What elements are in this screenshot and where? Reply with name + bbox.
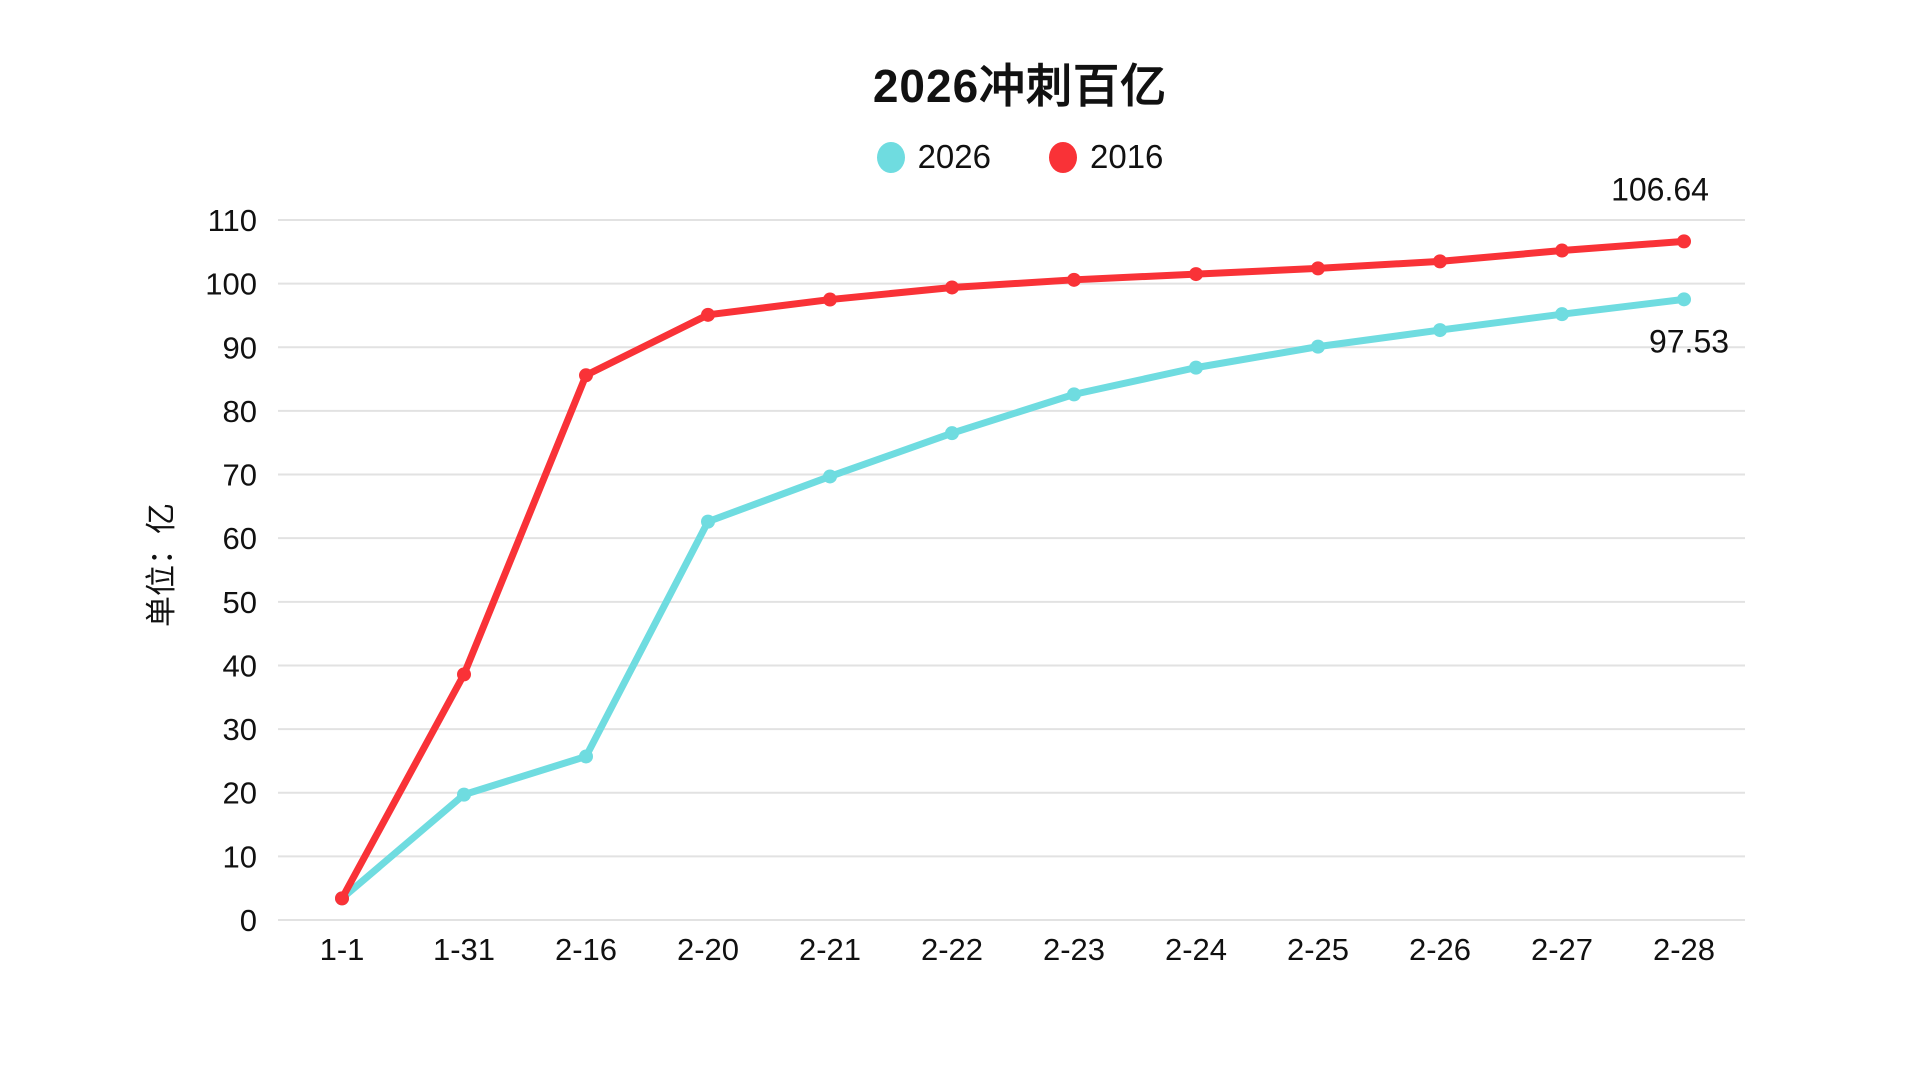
x-tick-label: 2-16: [555, 932, 617, 967]
data-point-2026[interactable]: [701, 514, 715, 529]
x-tick-label: 2-26: [1409, 932, 1471, 967]
data-point-2026[interactable]: [1433, 323, 1447, 338]
y-axis-title: 单位：亿: [144, 503, 179, 627]
y-tick-label: 90: [223, 330, 257, 365]
y-tick-label: 70: [223, 458, 257, 493]
data-point-2016[interactable]: [1189, 267, 1203, 282]
data-point-2026[interactable]: [1555, 307, 1569, 322]
data-point-2026[interactable]: [1677, 292, 1691, 307]
y-tick-label: 60: [223, 521, 257, 556]
y-tick-label: 30: [223, 712, 257, 747]
y-tick-label: 80: [223, 394, 257, 429]
series-line-2016: [338, 237, 1688, 902]
legend-item-2026[interactable]: 2026: [876, 138, 991, 176]
x-tick-label: 1-31: [433, 932, 495, 967]
data-point-2026[interactable]: [945, 426, 959, 441]
y-tick-label: 110: [208, 203, 257, 238]
data-point-2016[interactable]: [579, 368, 593, 383]
data-point-2016[interactable]: [945, 280, 959, 295]
data-point-2026[interactable]: [1067, 387, 1081, 402]
x-tick-label: 2-25: [1287, 932, 1349, 967]
y-tick-label: 50: [223, 585, 257, 620]
data-point-2026[interactable]: [1311, 339, 1325, 354]
data-point-2016[interactable]: [1555, 243, 1569, 258]
y-tick-label: 100: [205, 267, 257, 302]
data-point-2016[interactable]: [1677, 234, 1691, 249]
series-line-2026: [338, 295, 1688, 902]
data-point-2026[interactable]: [823, 469, 837, 484]
data-point-2016[interactable]: [457, 667, 471, 682]
data-point-2026[interactable]: [1189, 360, 1203, 375]
y-tick-label: 40: [223, 648, 257, 683]
chart-title: 2026冲刺百亿: [872, 60, 1168, 112]
y-tick-label: 20: [223, 776, 257, 811]
legend-label-2026: 2026: [917, 138, 991, 175]
data-point-2016[interactable]: [335, 891, 349, 906]
legend: 2026 2016: [120, 138, 1920, 176]
data-point-2016[interactable]: [701, 307, 715, 322]
legend-swatch-2016-icon: [1049, 141, 1077, 173]
x-tick-label: 2-20: [677, 932, 739, 967]
data-point-2016[interactable]: [823, 292, 837, 307]
data-point-2026[interactable]: [457, 787, 471, 802]
x-tick-label: 2-27: [1531, 932, 1593, 967]
y-tick-label: 10: [223, 839, 257, 874]
y-tick-label: 0: [240, 903, 257, 938]
x-tick-label: 2-22: [921, 932, 983, 967]
data-point-2026[interactable]: [579, 749, 593, 764]
end-value-label-2016: 106.64: [1611, 171, 1709, 207]
x-tick-label: 2-23: [1043, 932, 1105, 967]
data-point-2016[interactable]: [1311, 261, 1325, 276]
legend-item-2016[interactable]: 2016: [1049, 138, 1163, 176]
end-value-label-2026: 97.53: [1649, 323, 1729, 359]
legend-swatch-2026-icon: [876, 141, 905, 173]
data-point-2016[interactable]: [1433, 254, 1447, 269]
x-tick-label: 2-28: [1653, 932, 1715, 967]
data-point-2016[interactable]: [1067, 272, 1081, 287]
x-tick-label: 2-21: [799, 932, 861, 967]
x-tick-label: 1-1: [320, 932, 365, 967]
legend-label-2016: 2016: [1090, 138, 1164, 175]
x-tick-label: 2-24: [1165, 932, 1227, 967]
